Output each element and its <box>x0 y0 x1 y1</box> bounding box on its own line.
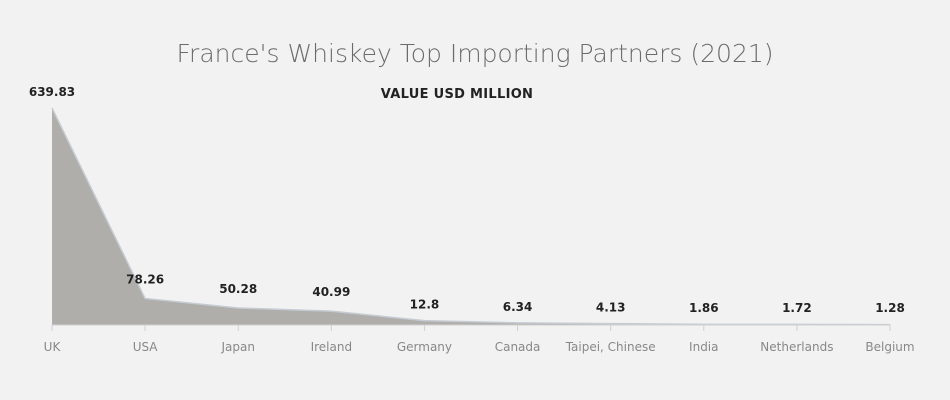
data-label: 12.8 <box>410 298 440 312</box>
data-label: 78.26 <box>126 272 164 286</box>
x-tick-label: Belgium <box>865 340 914 354</box>
area-series <box>52 108 890 325</box>
data-label: 4.13 <box>596 301 626 315</box>
area-series-line <box>51 107 891 326</box>
x-tick-label: Canada <box>495 340 541 354</box>
data-label: 1.72 <box>782 301 812 315</box>
x-tick-label: Taipei, Chinese <box>565 340 656 354</box>
chart-title: France's Whiskey Top Importing Partners … <box>176 39 773 68</box>
data-label: 50.28 <box>219 282 257 296</box>
data-label: 1.86 <box>689 301 719 315</box>
x-tick-label: USA <box>133 340 159 354</box>
x-tick-label: Japan <box>220 340 254 354</box>
x-tick-label: Ireland <box>311 340 353 354</box>
area-layer <box>51 107 891 326</box>
data-label: 6.34 <box>503 300 533 314</box>
x-tick-label: India <box>689 340 718 354</box>
x-tick-label: UK <box>44 340 62 354</box>
x-ticks: UK USA Japan Ireland Germany Canada Taipei, Ch… <box>44 325 915 354</box>
chart-subtitle: VALUE USD MILLION <box>381 87 533 102</box>
value-labels: 639.83 78.26 50.28 40.99 12.8 6.34 4.13 1.86 1.7… <box>29 85 905 315</box>
x-tick-label: Germany <box>397 340 452 354</box>
x-tick-label: Netherlands <box>760 340 833 354</box>
data-label: 1.28 <box>875 301 905 315</box>
data-label: 639.83 <box>29 85 75 99</box>
data-label: 40.99 <box>312 285 350 299</box>
